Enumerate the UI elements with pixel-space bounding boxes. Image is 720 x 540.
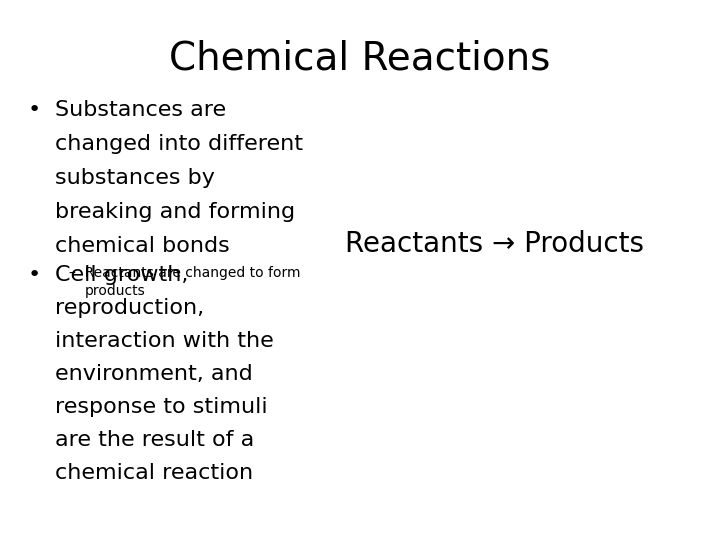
Text: chemical bonds: chemical bonds <box>55 236 230 256</box>
Text: interaction with the: interaction with the <box>55 331 274 351</box>
Text: chemical reaction: chemical reaction <box>55 463 253 483</box>
Text: Cell growth,: Cell growth, <box>55 265 189 285</box>
Text: response to stimuli: response to stimuli <box>55 397 268 417</box>
Text: products: products <box>85 284 145 298</box>
Text: Substances are: Substances are <box>55 100 226 120</box>
Text: substances by: substances by <box>55 168 215 188</box>
Text: Reactants → Products: Reactants → Products <box>345 230 644 258</box>
Text: are the result of a: are the result of a <box>55 430 254 450</box>
Text: reproduction,: reproduction, <box>55 298 204 318</box>
Text: •: • <box>28 265 41 285</box>
Text: changed into different: changed into different <box>55 134 303 154</box>
Text: breaking and forming: breaking and forming <box>55 202 295 222</box>
Text: Chemical Reactions: Chemical Reactions <box>169 40 551 78</box>
Text: •: • <box>28 100 41 120</box>
Text: –  Reactants are changed to form: – Reactants are changed to form <box>69 266 300 280</box>
Text: environment, and: environment, and <box>55 364 253 384</box>
